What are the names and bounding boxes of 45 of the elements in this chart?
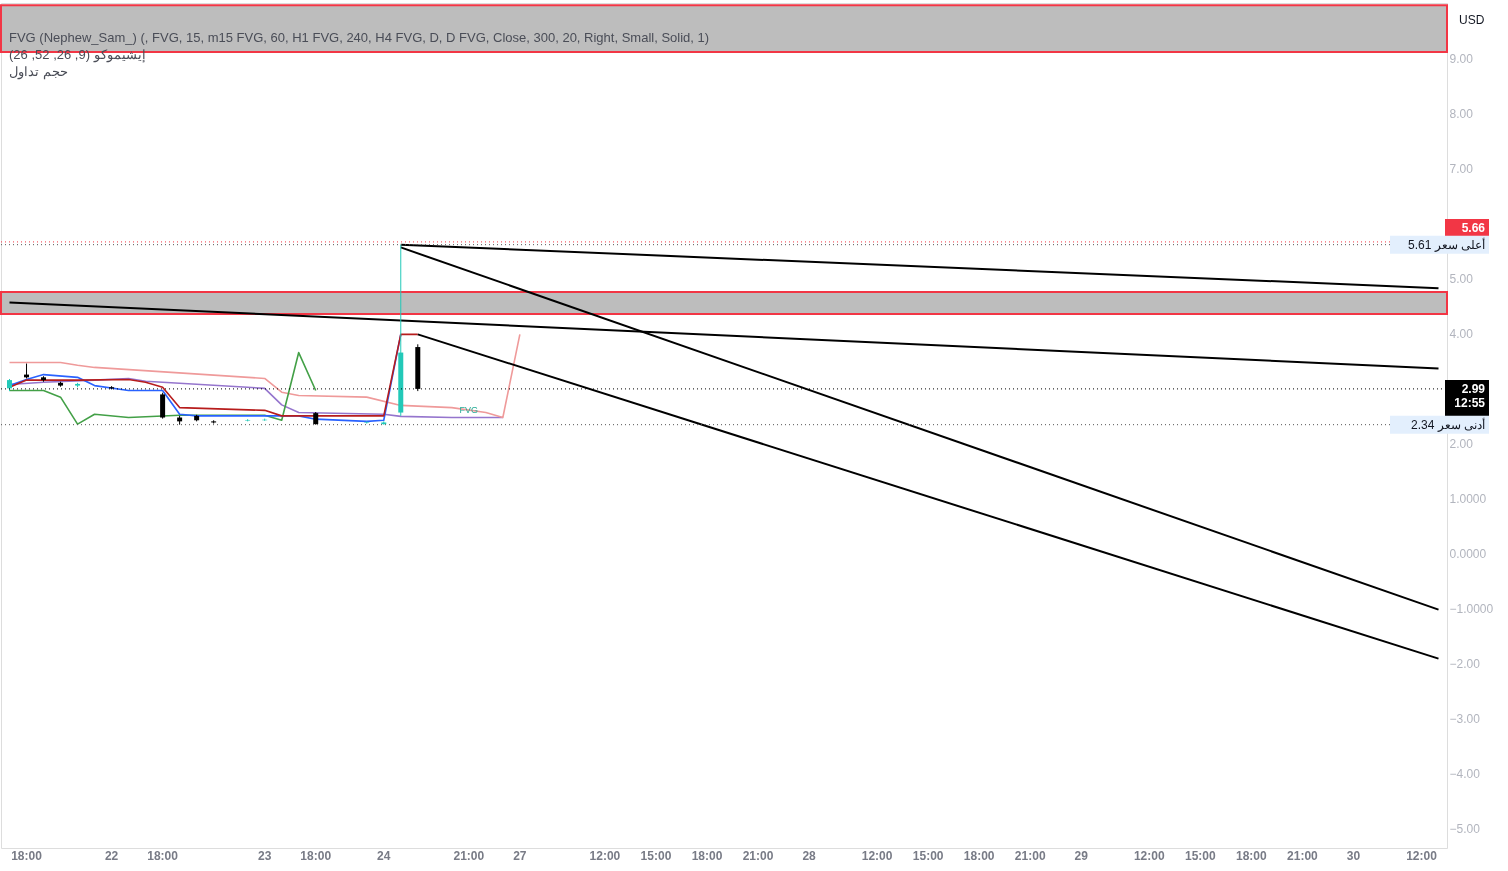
x-tick-label: 18:00 (691, 848, 723, 863)
annotation: حجم تداول (9, 64, 68, 80)
x-tick-label: 12:00 (589, 848, 621, 863)
y-tick-label: −1.0000 (1449, 602, 1494, 617)
annotation: FVG (459, 405, 479, 416)
x-tick-label: 18:00 (963, 848, 995, 863)
x-tick-label: 18:00 (147, 848, 179, 863)
ref-line-label: أعلى سعر 5.61 (1407, 236, 1485, 252)
ref-line-label: أدنى سعر 2.34 (1410, 416, 1485, 432)
y-tick-label: 1.0000 (1449, 491, 1487, 506)
y-tick-label: 7.00 (1449, 161, 1474, 176)
x-tick-label: 18:00 (300, 848, 332, 863)
x-tick-label: 18:00 (1236, 848, 1268, 863)
y-tick-label: 0.0000 (1449, 546, 1487, 561)
y-tick-label: −5.00 (1449, 822, 1481, 837)
x-tick-label: 22 (104, 848, 119, 863)
x-tick-label: 30 (1346, 848, 1361, 863)
x-tick-label: 12:00 (1406, 848, 1438, 863)
x-tick-label: 21:00 (742, 848, 774, 863)
y-tick-label: 2.00 (1449, 436, 1474, 451)
x-tick-label: 15:00 (912, 848, 944, 863)
ref-line-label: 5.66 (1461, 220, 1486, 235)
text: USD (1459, 13, 1485, 27)
x-tick-label: 24 (377, 848, 391, 863)
annotation: FVG (Nephew_Sam_) (, FVG, 15, m15 FVG, 60, H1 FVG, 240, H4 FVG, D, D FVG, Close, 300, 20, Right, Small, Solid, 1) (9, 30, 710, 45)
ref-line-label: 2.99 12:55 (1454, 381, 1486, 410)
y-tick-label: 8.00 (1449, 106, 1474, 121)
y-tick-label: 5.00 (1449, 271, 1474, 286)
x-tick-label: 21:00 (453, 848, 485, 863)
x-tick-label: 29 (1074, 848, 1089, 863)
y-tick-label: −4.00 (1449, 767, 1481, 782)
x-tick-label: 18:00 (11, 848, 43, 863)
x-tick-label: 15:00 (640, 848, 672, 863)
x-tick-label: 12:00 (1133, 848, 1165, 863)
y-tick-label: −2.00 (1449, 657, 1481, 672)
y-tick-label: 9.00 (1449, 51, 1474, 66)
x-tick-label: 27 (513, 848, 527, 863)
y-tick-label: 4.00 (1449, 326, 1474, 341)
x-tick-label: 28 (802, 848, 817, 863)
x-tick-label: 15:00 (1184, 848, 1216, 863)
x-tick-label: 21:00 (1014, 848, 1046, 863)
y-tick-label: −3.00 (1449, 712, 1481, 727)
x-tick-label: 21:00 (1287, 848, 1319, 863)
x-tick-label: 23 (258, 848, 272, 863)
x-tick-label: 12:00 (861, 848, 893, 863)
